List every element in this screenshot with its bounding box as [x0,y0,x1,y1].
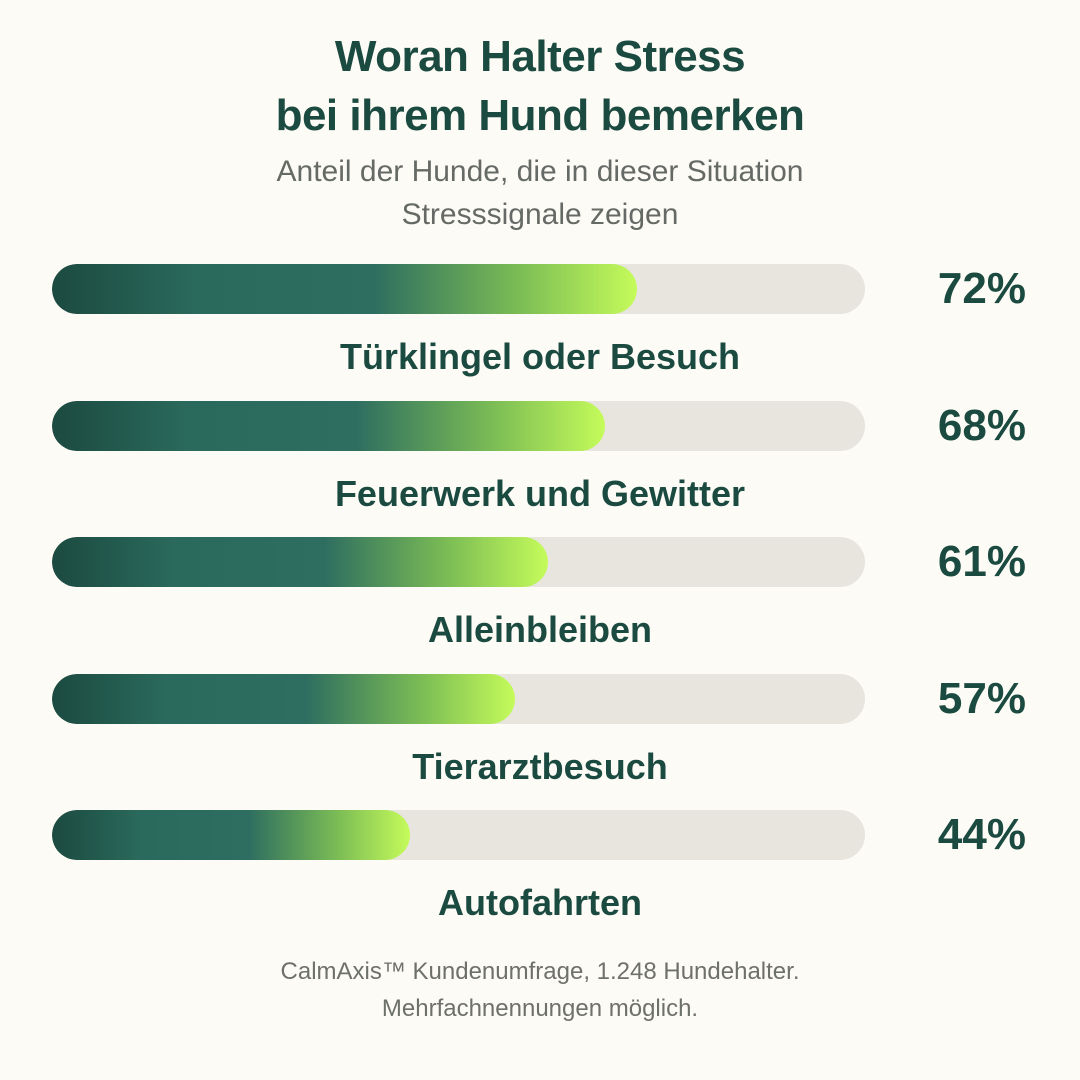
bar [52,674,516,724]
bar-track [52,264,865,314]
category-label: Alleinbleiben [427,609,653,650]
bar [52,264,638,314]
bar-track [52,537,865,587]
bar-value-label: 44% [937,810,1026,859]
bar-value-label: 61% [937,537,1026,586]
bar [52,401,605,451]
chart-subtitle-line-1: Anteil der Hunde, die in dieser Situatio… [276,155,804,188]
bar-value-label: 57% [937,674,1026,723]
chart-subtitle-line-2: Stresssignale zeigen [401,198,679,231]
bar-track [52,810,865,860]
bar [52,537,548,587]
bar-value-label: 72% [937,264,1026,313]
bar-track [52,674,865,724]
bar [52,810,410,860]
footnote-line-2: Mehrfachnennungen möglich. [381,995,699,1022]
chart-title-line-2: bei ihrem Hund bemerken [275,91,805,140]
bar-track [52,401,865,451]
category-label: Türklingel oder Besuch [339,336,741,377]
category-label: Feuerwerk und Gewitter [334,473,746,514]
category-label: Tierarztbesuch [412,746,668,787]
footnote-line-1: CalmAxis™ Kundenumfrage, 1.248 Hundehalt… [280,958,800,985]
bar-value-label: 68% [937,401,1026,450]
chart-title-line-1: Woran Halter Stress [334,32,746,81]
category-label: Autofahrten [438,882,642,923]
